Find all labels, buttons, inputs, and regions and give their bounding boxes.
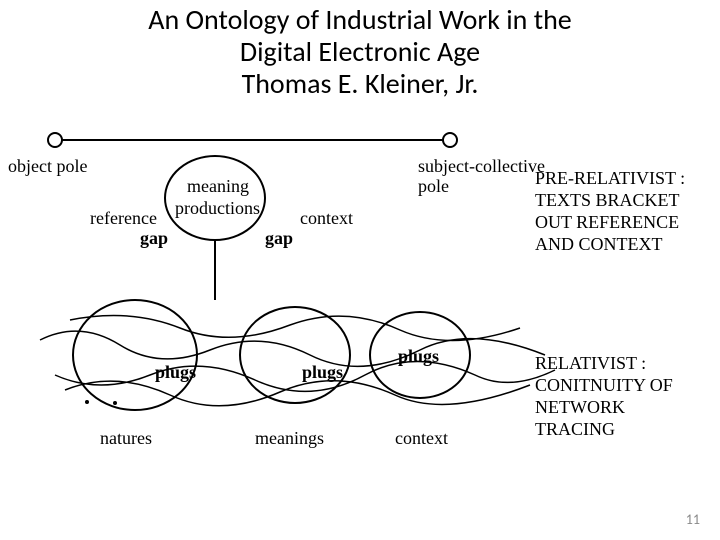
svg-text:meanings: meanings xyxy=(255,428,324,448)
svg-text:natures: natures xyxy=(100,428,152,448)
svg-text:NETWORK: NETWORK xyxy=(535,397,625,417)
diagram-svg: object pole subject-collectivepole meaning… xyxy=(0,120,720,500)
svg-text:plugs: plugs xyxy=(398,346,439,366)
svg-text:productions: productions xyxy=(175,198,260,218)
svg-text:meaning: meaning xyxy=(187,176,249,196)
svg-text:pole: pole xyxy=(418,176,449,196)
title-line-2: Digital Electronic Age xyxy=(0,36,720,68)
svg-text:AND CONTEXT: AND CONTEXT xyxy=(535,234,663,254)
svg-text:subject-collective: subject-collective xyxy=(418,156,545,176)
svg-text:object pole: object pole xyxy=(8,156,87,176)
title-block: An Ontology of Industrial Work in the Di… xyxy=(0,0,720,101)
svg-text:PRE-RELATIVIST :: PRE-RELATIVIST : xyxy=(535,168,685,188)
svg-text:plugs: plugs xyxy=(302,362,343,382)
svg-text:OUT REFERENCE: OUT REFERENCE xyxy=(535,212,679,232)
svg-text:plugs: plugs xyxy=(155,362,196,382)
svg-text:CONITNUITY OF: CONITNUITY OF xyxy=(535,375,673,395)
svg-text:gap: gap xyxy=(140,228,168,248)
svg-text:context: context xyxy=(395,428,448,448)
svg-text:RELATIVIST :: RELATIVIST : xyxy=(535,353,646,373)
svg-text:TEXTS BRACKET: TEXTS BRACKET xyxy=(535,190,680,210)
ontology-diagram: object pole subject-collectivepole meaning… xyxy=(0,120,720,500)
title-line-3: Thomas E. Kleiner, Jr. xyxy=(0,68,720,100)
svg-text:reference: reference xyxy=(90,208,157,228)
page-number: 11 xyxy=(686,511,700,528)
title-line-1: An Ontology of Industrial Work in the xyxy=(0,4,720,36)
svg-text:gap: gap xyxy=(265,228,293,248)
svg-text:TRACING: TRACING xyxy=(535,419,615,439)
svg-text:context: context xyxy=(300,208,353,228)
